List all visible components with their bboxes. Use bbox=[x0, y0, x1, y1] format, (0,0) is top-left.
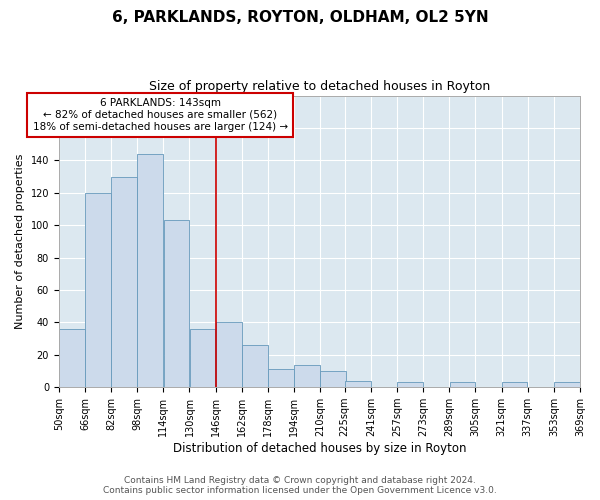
Y-axis label: Number of detached properties: Number of detached properties bbox=[15, 154, 25, 329]
Bar bbox=[502, 382, 527, 387]
Bar bbox=[295, 364, 320, 387]
Bar bbox=[137, 154, 163, 387]
Bar bbox=[449, 382, 475, 387]
Bar bbox=[397, 382, 423, 387]
Bar bbox=[190, 329, 215, 387]
Bar bbox=[268, 370, 294, 387]
Bar bbox=[112, 176, 137, 387]
Bar bbox=[242, 345, 268, 387]
Text: 6 PARKLANDS: 143sqm
← 82% of detached houses are smaller (562)
18% of semi-detac: 6 PARKLANDS: 143sqm ← 82% of detached ho… bbox=[32, 98, 287, 132]
Bar bbox=[320, 371, 346, 387]
Bar bbox=[216, 322, 242, 387]
X-axis label: Distribution of detached houses by size in Royton: Distribution of detached houses by size … bbox=[173, 442, 466, 455]
Text: 6, PARKLANDS, ROYTON, OLDHAM, OL2 5YN: 6, PARKLANDS, ROYTON, OLDHAM, OL2 5YN bbox=[112, 10, 488, 25]
Bar bbox=[85, 193, 111, 387]
Bar bbox=[345, 380, 371, 387]
Title: Size of property relative to detached houses in Royton: Size of property relative to detached ho… bbox=[149, 80, 490, 93]
Bar bbox=[554, 382, 580, 387]
Bar bbox=[59, 329, 85, 387]
Bar bbox=[164, 220, 189, 387]
Text: Contains HM Land Registry data © Crown copyright and database right 2024.
Contai: Contains HM Land Registry data © Crown c… bbox=[103, 476, 497, 495]
